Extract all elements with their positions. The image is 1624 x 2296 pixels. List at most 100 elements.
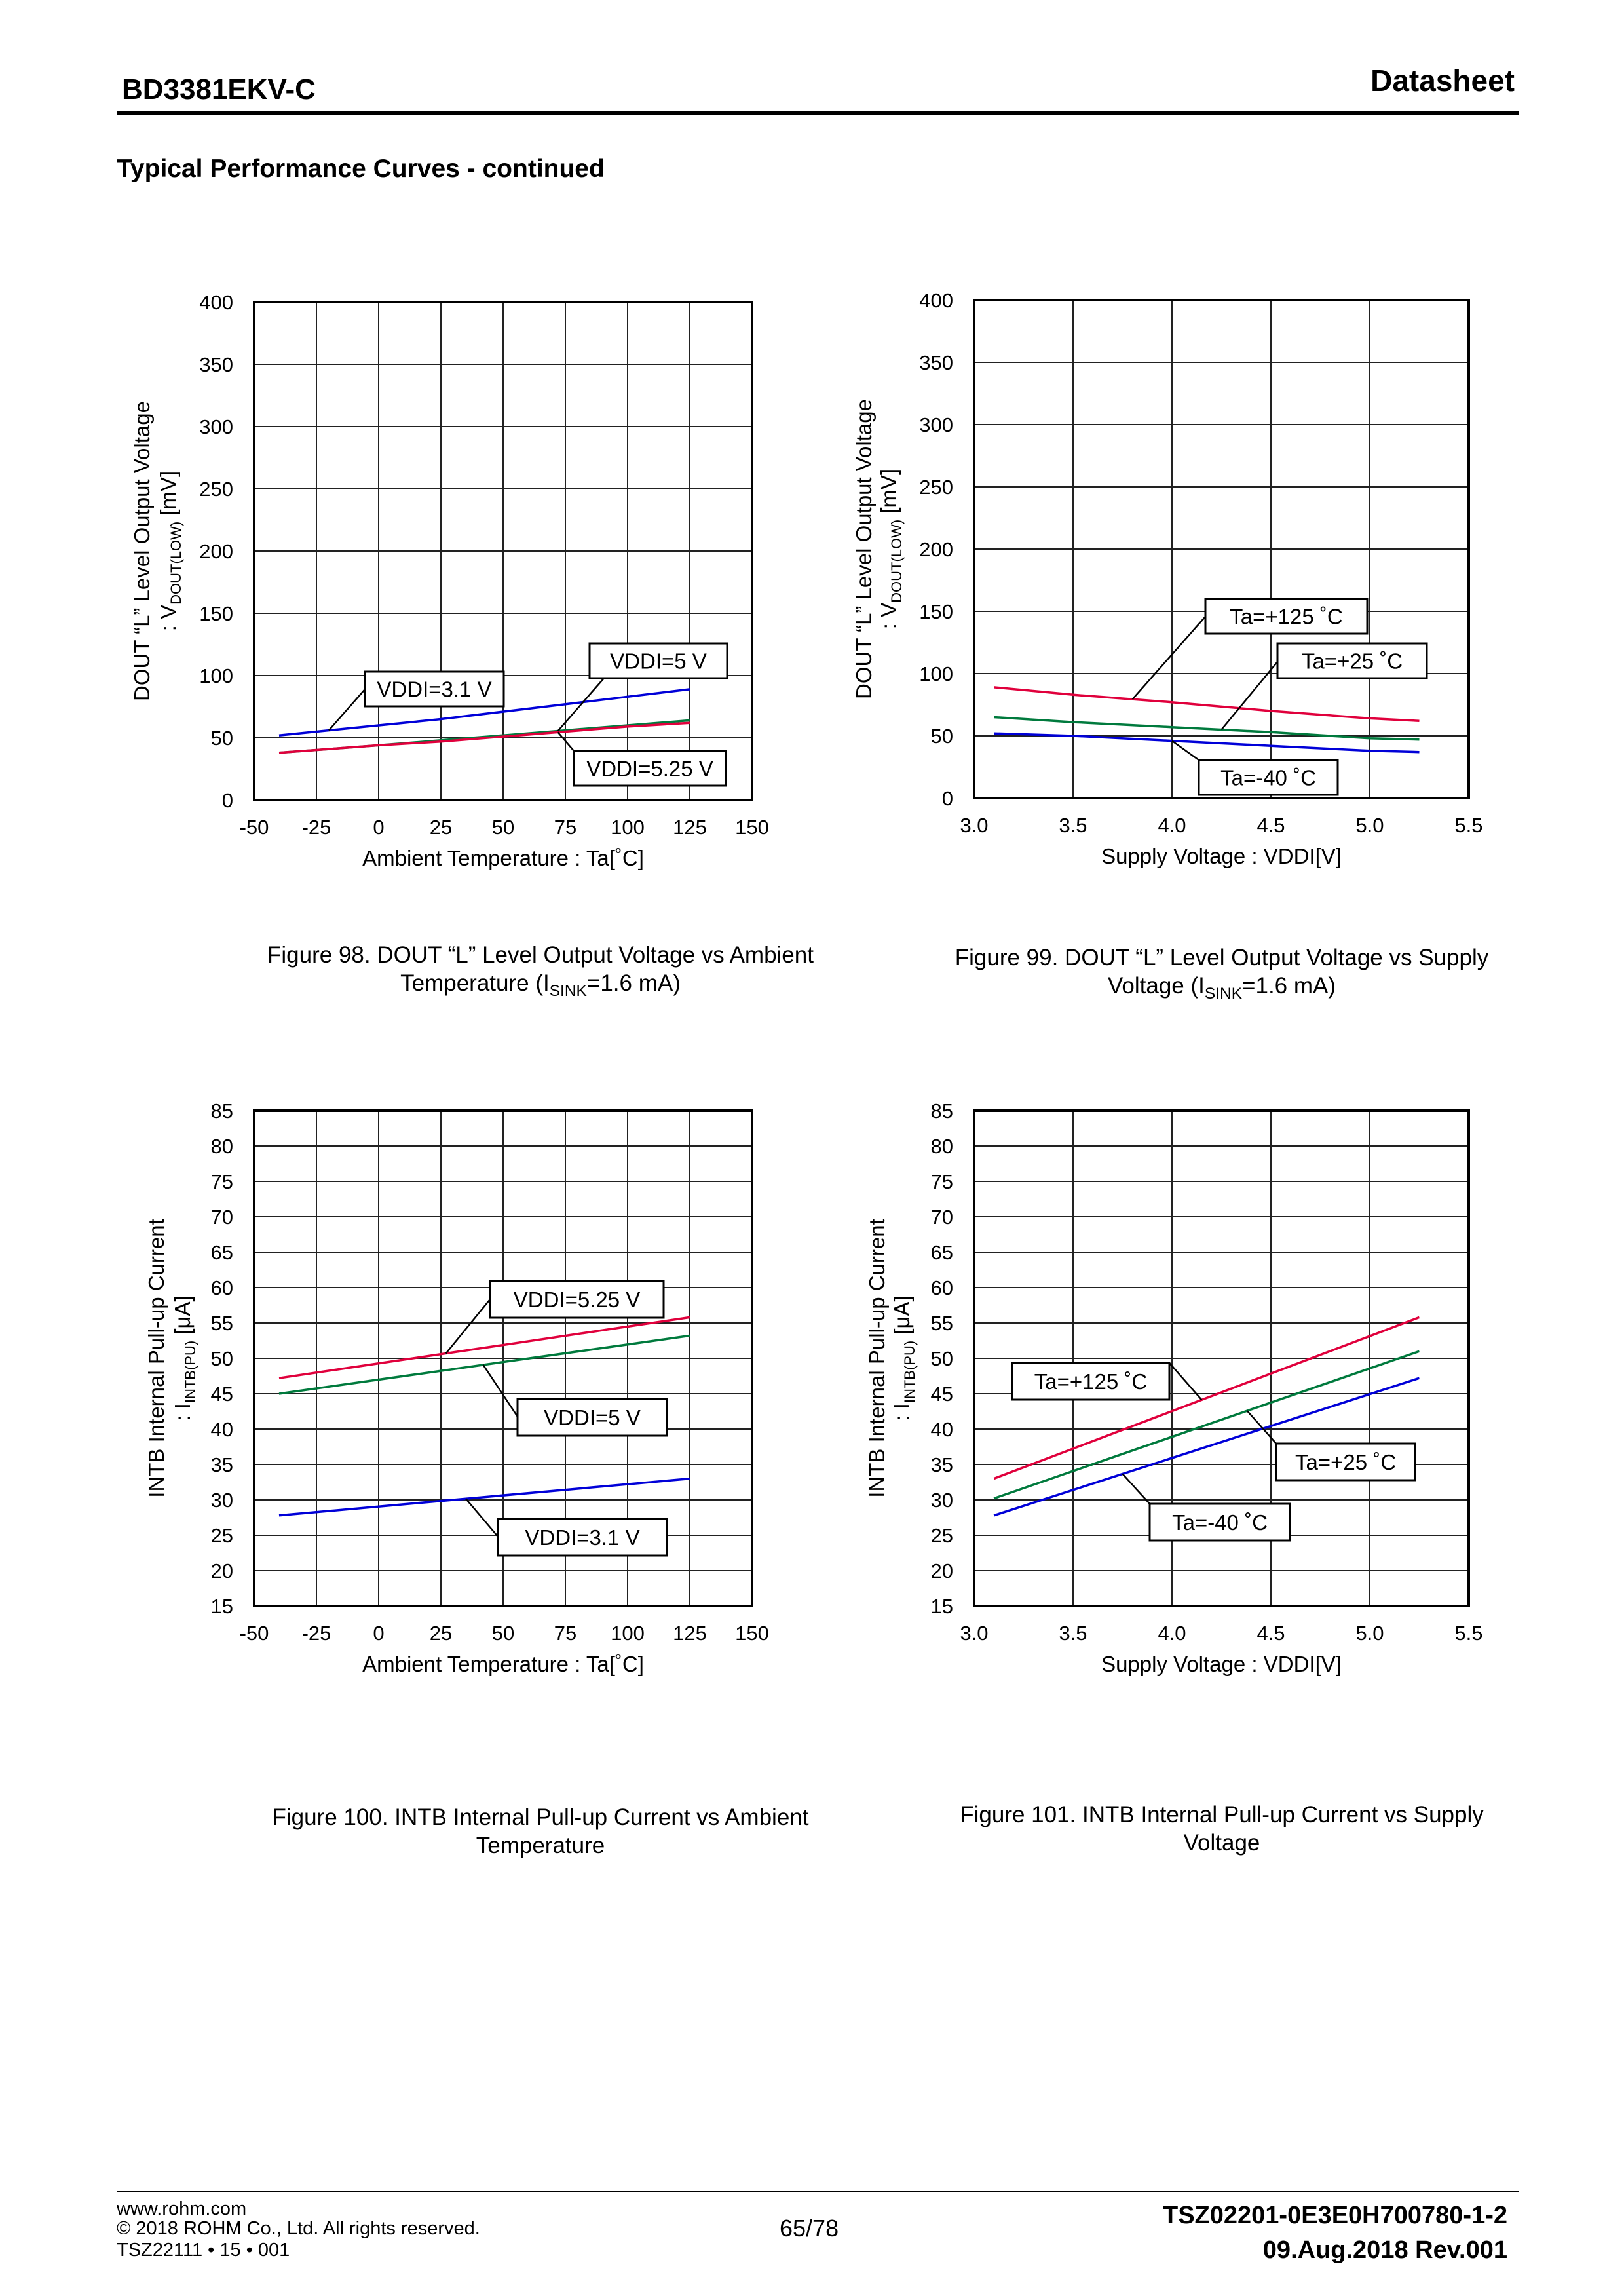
caption-line-2: Voltage: [1183, 1830, 1260, 1856]
y-axis-subscript: DOUT(LOW): [168, 522, 184, 605]
y-tick-label: 20: [211, 1559, 233, 1582]
y-tick-label: 25: [931, 1524, 953, 1547]
annotation-box: [1011, 1362, 1171, 1401]
y-tick-label: 50: [931, 1347, 953, 1370]
y-tick-label: 70: [211, 1206, 233, 1229]
x-tick-label: 4.5: [1256, 1622, 1285, 1645]
y-tick-label: 65: [211, 1241, 233, 1264]
annotation-leader: [482, 1364, 519, 1417]
y-axis-unit: [μA]: [170, 1295, 195, 1341]
annotation-box: [516, 1398, 668, 1437]
series-label: Ta=-40 ˚C: [1172, 1510, 1268, 1535]
x-tick-label: 4.0: [1158, 814, 1186, 837]
series-line-2: [278, 721, 690, 754]
annotation-box: [1276, 642, 1428, 679]
y-tick-label: 250: [919, 476, 953, 499]
y-tick-label: 0: [222, 789, 233, 812]
x-tick-label: -25: [302, 1622, 331, 1645]
annotation-leader: [557, 678, 605, 732]
y-tick-label: 50: [931, 725, 953, 748]
caption-line-2: Temperature: [476, 1833, 605, 1858]
part-number: BD3381EKV-C: [122, 73, 316, 105]
y-tick-label: 85: [931, 1100, 953, 1122]
y-tick-label: 200: [199, 540, 233, 563]
footer-rule: [117, 2191, 1519, 2192]
y-tick-label: 15: [931, 1595, 953, 1618]
header-rule: [117, 111, 1519, 115]
x-tick-label: 5.0: [1355, 814, 1384, 837]
y-axis-unit: [mV]: [156, 471, 180, 522]
x-tick-label: 150: [735, 816, 769, 839]
annotation-leader: [1246, 1410, 1277, 1444]
y-tick-label: 50: [211, 1347, 233, 1370]
annotation-leader: [557, 731, 575, 752]
page-number: 65/78: [780, 2215, 839, 2242]
x-axis-label: Supply Voltage : VDDI[V]: [1101, 1652, 1342, 1676]
footer-url[interactable]: www.rohm.com: [117, 2198, 247, 2219]
annotation-leader: [1131, 616, 1206, 700]
annotation-box: [1198, 759, 1339, 796]
y-tick-label: 70: [931, 1206, 953, 1229]
annotation-box: [1275, 1442, 1416, 1482]
series-line-2: [278, 1477, 690, 1517]
y-tick-label: 80: [211, 1135, 233, 1158]
series-label: VDDI=5 V: [610, 649, 707, 674]
series-line-1: [278, 1334, 690, 1395]
x-tick-label: 50: [492, 1622, 514, 1645]
annotation-box: [364, 670, 505, 708]
series-label: Ta=+25 ˚C: [1295, 1450, 1396, 1474]
y-tick-label: 85: [211, 1100, 233, 1122]
plot-frame: [253, 301, 753, 801]
series-line-0: [993, 1316, 1420, 1480]
y-tick-label: 100: [199, 664, 233, 687]
doc-number: TSZ02201-0E3E0H700780-1-2: [1162, 2202, 1507, 2229]
y-tick-label: 45: [931, 1383, 953, 1406]
annotation-leader: [465, 1498, 499, 1537]
x-tick-label: 25: [430, 1622, 452, 1645]
y-tick-label: 60: [211, 1276, 233, 1299]
x-tick-label: 3.0: [960, 1622, 988, 1645]
date-revision: 09.Aug.2018 Rev.001: [1262, 2236, 1507, 2264]
y-tick-label: 20: [931, 1559, 953, 1582]
y-tick-label: 50: [211, 727, 233, 750]
y-axis-unit: [μA]: [890, 1295, 914, 1341]
figure-101-caption: Figure 101. INTB Internal Pull-up Curren…: [878, 1801, 1566, 1857]
y-tick-label: 40: [211, 1418, 233, 1441]
y-tick-label: 250: [199, 478, 233, 501]
y-tick-label: 65: [931, 1241, 953, 1264]
series-label: Ta=+25 ˚C: [1302, 649, 1403, 674]
x-tick-label: 3.0: [960, 814, 988, 837]
annotation-leader: [1169, 1362, 1203, 1401]
y-tick-label: 25: [211, 1524, 233, 1547]
x-tick-label: 4.0: [1158, 1622, 1186, 1645]
y-tick-label: 55: [931, 1312, 953, 1335]
y-tick-label: 75: [211, 1170, 233, 1193]
x-tick-label: 100: [611, 1622, 645, 1645]
series-label: VDDI=5 V: [544, 1406, 641, 1430]
x-axis-label: Ambient Temperature : Ta[˚C]: [362, 1652, 644, 1676]
y-tick-label: 350: [919, 351, 953, 374]
y-axis-label: DOUT “L” Level Output Voltage: [852, 399, 876, 699]
y-tick-label: 35: [211, 1453, 233, 1476]
y-tick-label: 35: [931, 1453, 953, 1476]
y-tick-label: 75: [931, 1170, 953, 1193]
y-tick-label: 15: [211, 1595, 233, 1618]
y-axis-label: DOUT “L” Level Output Voltage: [130, 401, 154, 701]
y-tick-label: 30: [931, 1489, 953, 1512]
x-tick-label: 3.5: [1059, 814, 1087, 837]
doc-type-label: Datasheet: [1370, 64, 1515, 98]
annotation-box: [1204, 598, 1369, 635]
series-line-0: [994, 686, 1420, 722]
series-line-0: [278, 688, 690, 737]
y-tick-label: 45: [211, 1383, 233, 1406]
y-axis-subscript: INTB(PU): [182, 1341, 198, 1403]
y-tick-label: 400: [919, 289, 953, 312]
x-tick-label: 5.0: [1355, 1622, 1384, 1645]
x-tick-label: -50: [240, 816, 269, 839]
series-label: VDDI=5.25 V: [514, 1288, 641, 1312]
series-label: Ta=-40 ˚C: [1220, 766, 1316, 790]
y-axis-symbol: : V: [877, 603, 901, 629]
y-tick-label: 400: [199, 291, 233, 314]
caption-text: Temperature (I: [400, 970, 550, 996]
series-line-1: [993, 1350, 1420, 1500]
